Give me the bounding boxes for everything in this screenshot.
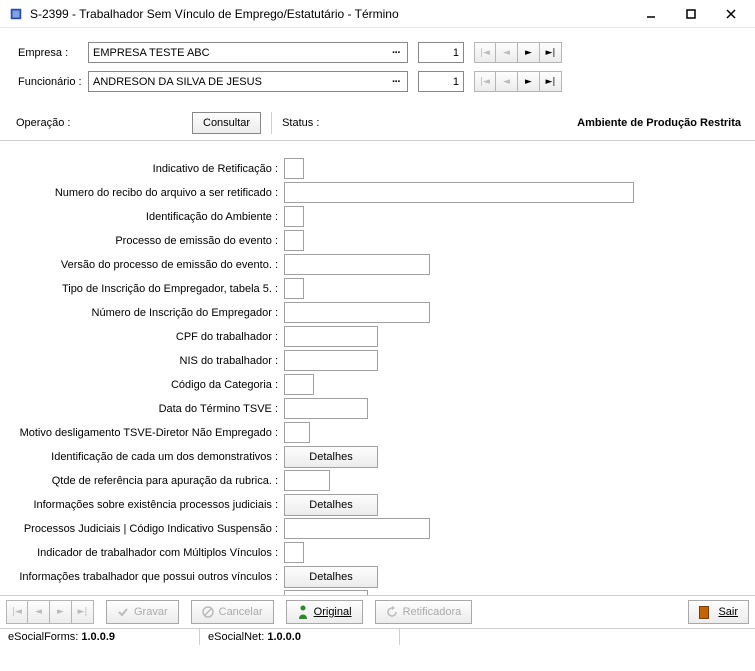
label-versao-processo: Versão do processo de emissão do evento.… (4, 259, 284, 271)
sair-button[interactable]: Sair (688, 600, 749, 624)
funcionario-value: ANDRESON DA SILVA DE JESUS (93, 76, 387, 88)
label-numero-recibo: Numero do recibo do arquivo a ser retifi… (4, 187, 284, 199)
detalhes-processos-button[interactable]: Detalhes (284, 494, 378, 516)
gravar-button[interactable]: Gravar (106, 600, 179, 624)
cancelar-label: Cancelar (219, 606, 263, 618)
input-codigo-suspensao[interactable] (284, 518, 430, 539)
ambiente-text: Ambiente de Produção Restrita (577, 117, 747, 129)
label-qtde-referencia: Qtde de referência para apuração da rubr… (4, 475, 284, 487)
funcionario-nav-first[interactable]: |◄ (474, 71, 496, 92)
esocialnet-label: eSocialNet: (208, 631, 264, 643)
label-numero-inscricao: Número de Inscrição do Empregador : (4, 307, 284, 319)
empresa-nav-last[interactable]: ►| (540, 42, 562, 63)
label-codigo-categoria: Código da Categoria : (4, 379, 284, 391)
input-tipo-inscricao[interactable] (284, 278, 304, 299)
refresh-icon (386, 606, 398, 618)
detalhes-demonstrativos-button[interactable]: Detalhes (284, 446, 378, 468)
funcionario-lookup-button[interactable]: ··· (387, 73, 405, 90)
empresa-nav-first[interactable]: |◄ (474, 42, 496, 63)
check-icon (117, 606, 129, 618)
maximize-button[interactable] (671, 1, 711, 27)
input-motivo-desligamento[interactable] (284, 422, 310, 443)
operacao-label: Operação : (16, 117, 192, 129)
label-outros-vinculos: Informações trabalhador que possui outro… (4, 571, 284, 583)
label-indicativo-retificacao: Indicativo de Retificação : (4, 163, 284, 175)
label-processo-emissao: Processo de emissão do evento : (4, 235, 284, 247)
label-identificacao-ambiente: Identificação do Ambiente : (4, 211, 284, 223)
original-button[interactable]: Original (286, 600, 363, 624)
gravar-label: Gravar (134, 606, 168, 618)
label-motivo-desligamento: Motivo desligamento TSVE-Diretor Não Emp… (4, 427, 284, 439)
form-scroll-area[interactable]: Indicativo de Retificação : Numero do re… (0, 141, 755, 595)
funcionario-combo[interactable]: ANDRESON DA SILVA DE JESUS ··· (88, 71, 408, 92)
label-data-quarentena: Data final da quarentena : (4, 595, 284, 596)
input-numero-recibo[interactable] (284, 182, 634, 203)
funcionario-nav-next[interactable]: ► (518, 71, 540, 92)
footer-nav-prev[interactable]: ◄ (28, 600, 50, 624)
esocialforms-label: eSocialForms: (8, 631, 78, 643)
input-cpf-trabalhador[interactable] (284, 326, 378, 347)
label-tipo-inscricao: Tipo de Inscrição do Empregador, tabela … (4, 283, 284, 295)
esocialforms-version: 1.0.0.9 (81, 631, 115, 643)
cancelar-button[interactable]: Cancelar (191, 600, 274, 624)
minimize-button[interactable] (631, 1, 671, 27)
label-processos-judiciais: Informações sobre existência processos j… (4, 499, 284, 511)
label-nis-trabalhador: NIS do trabalhador : (4, 355, 284, 367)
retificadora-label: Retificadora (403, 606, 462, 618)
input-indicativo-retificacao[interactable] (284, 158, 304, 179)
esocialnet-version: 1.0.0.0 (267, 631, 301, 643)
status-esocialnet: eSocialNet: 1.0.0.0 (200, 629, 400, 645)
close-button[interactable] (711, 1, 751, 27)
footer-nav-first[interactable]: |◄ (6, 600, 28, 624)
label-ident-demonstrativos: Identificação de cada um dos demonstrati… (4, 451, 284, 463)
person-icon (297, 605, 309, 619)
consultar-button[interactable]: Consultar (192, 112, 261, 134)
sair-label: Sair (718, 606, 738, 618)
label-cpf-trabalhador: CPF do trabalhador : (4, 331, 284, 343)
input-multiplos-vinculos[interactable] (284, 542, 304, 563)
input-codigo-categoria[interactable] (284, 374, 314, 395)
status-label: Status : (282, 117, 319, 129)
empresa-combo[interactable]: EMPRESA TESTE ABC ··· (88, 42, 408, 63)
empresa-lookup-button[interactable]: ··· (387, 44, 405, 61)
label-data-termino: Data do Término TSVE : (4, 403, 284, 415)
detalhes-outros-vinculos-button[interactable]: Detalhes (284, 566, 378, 588)
input-numero-inscricao[interactable] (284, 302, 430, 323)
empresa-index[interactable]: 1 (418, 42, 464, 63)
input-versao-processo[interactable] (284, 254, 430, 275)
empresa-nav-next[interactable]: ► (518, 42, 540, 63)
retificadora-button[interactable]: Retificadora (375, 600, 473, 624)
input-nis-trabalhador[interactable] (284, 350, 378, 371)
funcionario-label: Funcionário : (8, 76, 88, 88)
funcionario-nav-last[interactable]: ►| (540, 71, 562, 92)
input-processo-emissao[interactable] (284, 230, 304, 251)
input-identificacao-ambiente[interactable] (284, 206, 304, 227)
funcionario-nav-prev[interactable]: ◄ (496, 71, 518, 92)
empresa-value: EMPRESA TESTE ABC (93, 47, 387, 59)
original-label: Original (314, 606, 352, 618)
door-icon (699, 606, 709, 619)
status-esocialforms: eSocialForms: 1.0.0.9 (0, 629, 200, 645)
window-title: S-2399 - Trabalhador Sem Vínculo de Empr… (30, 7, 631, 21)
label-codigo-suspensao: Processos Judiciais | Código Indicativo … (4, 523, 284, 535)
input-data-quarentena[interactable] (284, 590, 368, 595)
empresa-label: Empresa : (8, 47, 88, 59)
input-qtde-referencia[interactable] (284, 470, 330, 491)
footer-nav-last[interactable]: ►| (72, 600, 94, 624)
label-multiplos-vinculos: Indicador de trabalhador com Múltiplos V… (4, 547, 284, 559)
cancel-icon (202, 606, 214, 618)
funcionario-index[interactable]: 1 (418, 71, 464, 92)
input-data-termino[interactable] (284, 398, 368, 419)
empresa-nav-prev[interactable]: ◄ (496, 42, 518, 63)
footer-nav-next[interactable]: ► (50, 600, 72, 624)
separator (271, 112, 272, 134)
app-icon (8, 6, 24, 22)
